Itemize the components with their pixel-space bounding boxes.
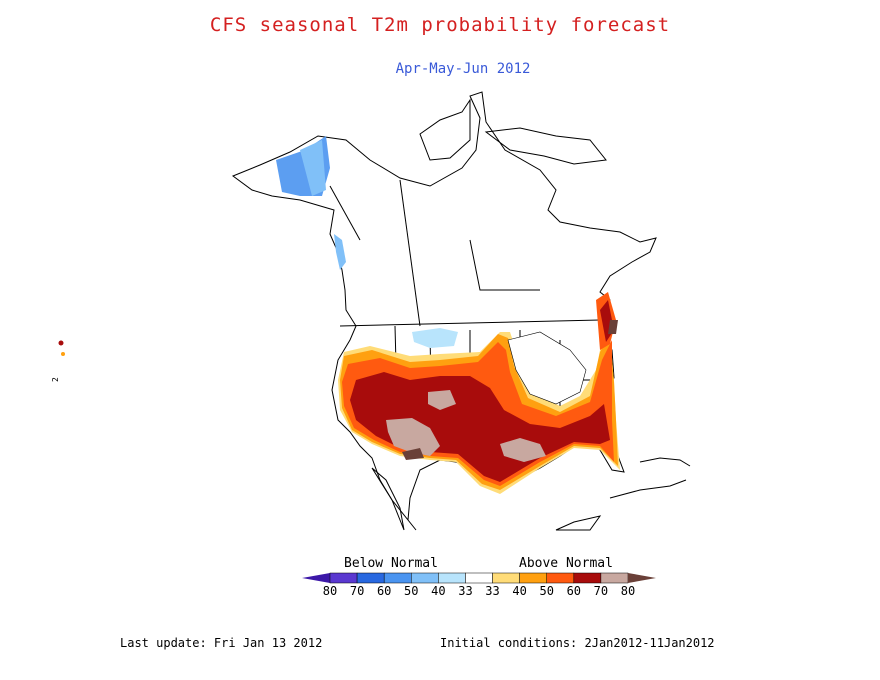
legend-below-label: Below Normal <box>344 556 438 571</box>
legend-swatch <box>492 572 520 584</box>
legend-swatch <box>411 572 439 584</box>
legend-colorbar <box>302 572 656 584</box>
cold-region-plains <box>412 328 458 348</box>
legend-tick-label: 70 <box>349 584 365 598</box>
legend-tick-label: 40 <box>512 584 527 598</box>
legend-swatch <box>600 572 629 584</box>
legend-swatch <box>302 573 330 583</box>
warm-regions <box>338 292 620 494</box>
legend-tick-label: 33 <box>458 584 473 598</box>
legend-swatch <box>438 572 466 584</box>
legend-swatch <box>573 572 602 584</box>
legend-tick-label: 80 <box>620 584 636 598</box>
legend-tick-label: 33 <box>485 584 500 598</box>
last-update: Last update: Fri Jan 13 2012 <box>120 636 323 650</box>
cold-region-alaska <box>276 136 346 270</box>
page-title: CFS seasonal T2m probability forecast <box>209 14 671 36</box>
svg-text:2: 2 <box>51 377 60 382</box>
legend-tick-label: 50 <box>404 584 419 598</box>
initial-conditions: Initial conditions: 2Jan2012-11Jan2012 <box>440 636 715 650</box>
legend-tick-label: 80 <box>322 584 338 598</box>
legend-swatch <box>465 572 493 584</box>
legend-swatch <box>329 572 358 584</box>
page-subtitle: Apr-May-Jun 2012 <box>395 61 531 77</box>
edge-marks: 2 <box>51 340 65 382</box>
legend-tick-label: 50 <box>539 584 554 598</box>
neutral-region-midwest <box>507 331 587 405</box>
legend-swatch <box>546 572 575 584</box>
legend-swatch <box>356 572 385 584</box>
legend-above-label: Above Normal <box>519 556 613 571</box>
legend-tick-label: 40 <box>431 584 446 598</box>
legend-tick-label: 60 <box>566 584 582 598</box>
legend-tick-label: 70 <box>593 584 609 598</box>
legend-tick-label: 60 <box>376 584 392 598</box>
legend-swatch <box>519 572 547 584</box>
legend-swatch <box>628 573 656 583</box>
legend-swatch <box>383 572 412 584</box>
